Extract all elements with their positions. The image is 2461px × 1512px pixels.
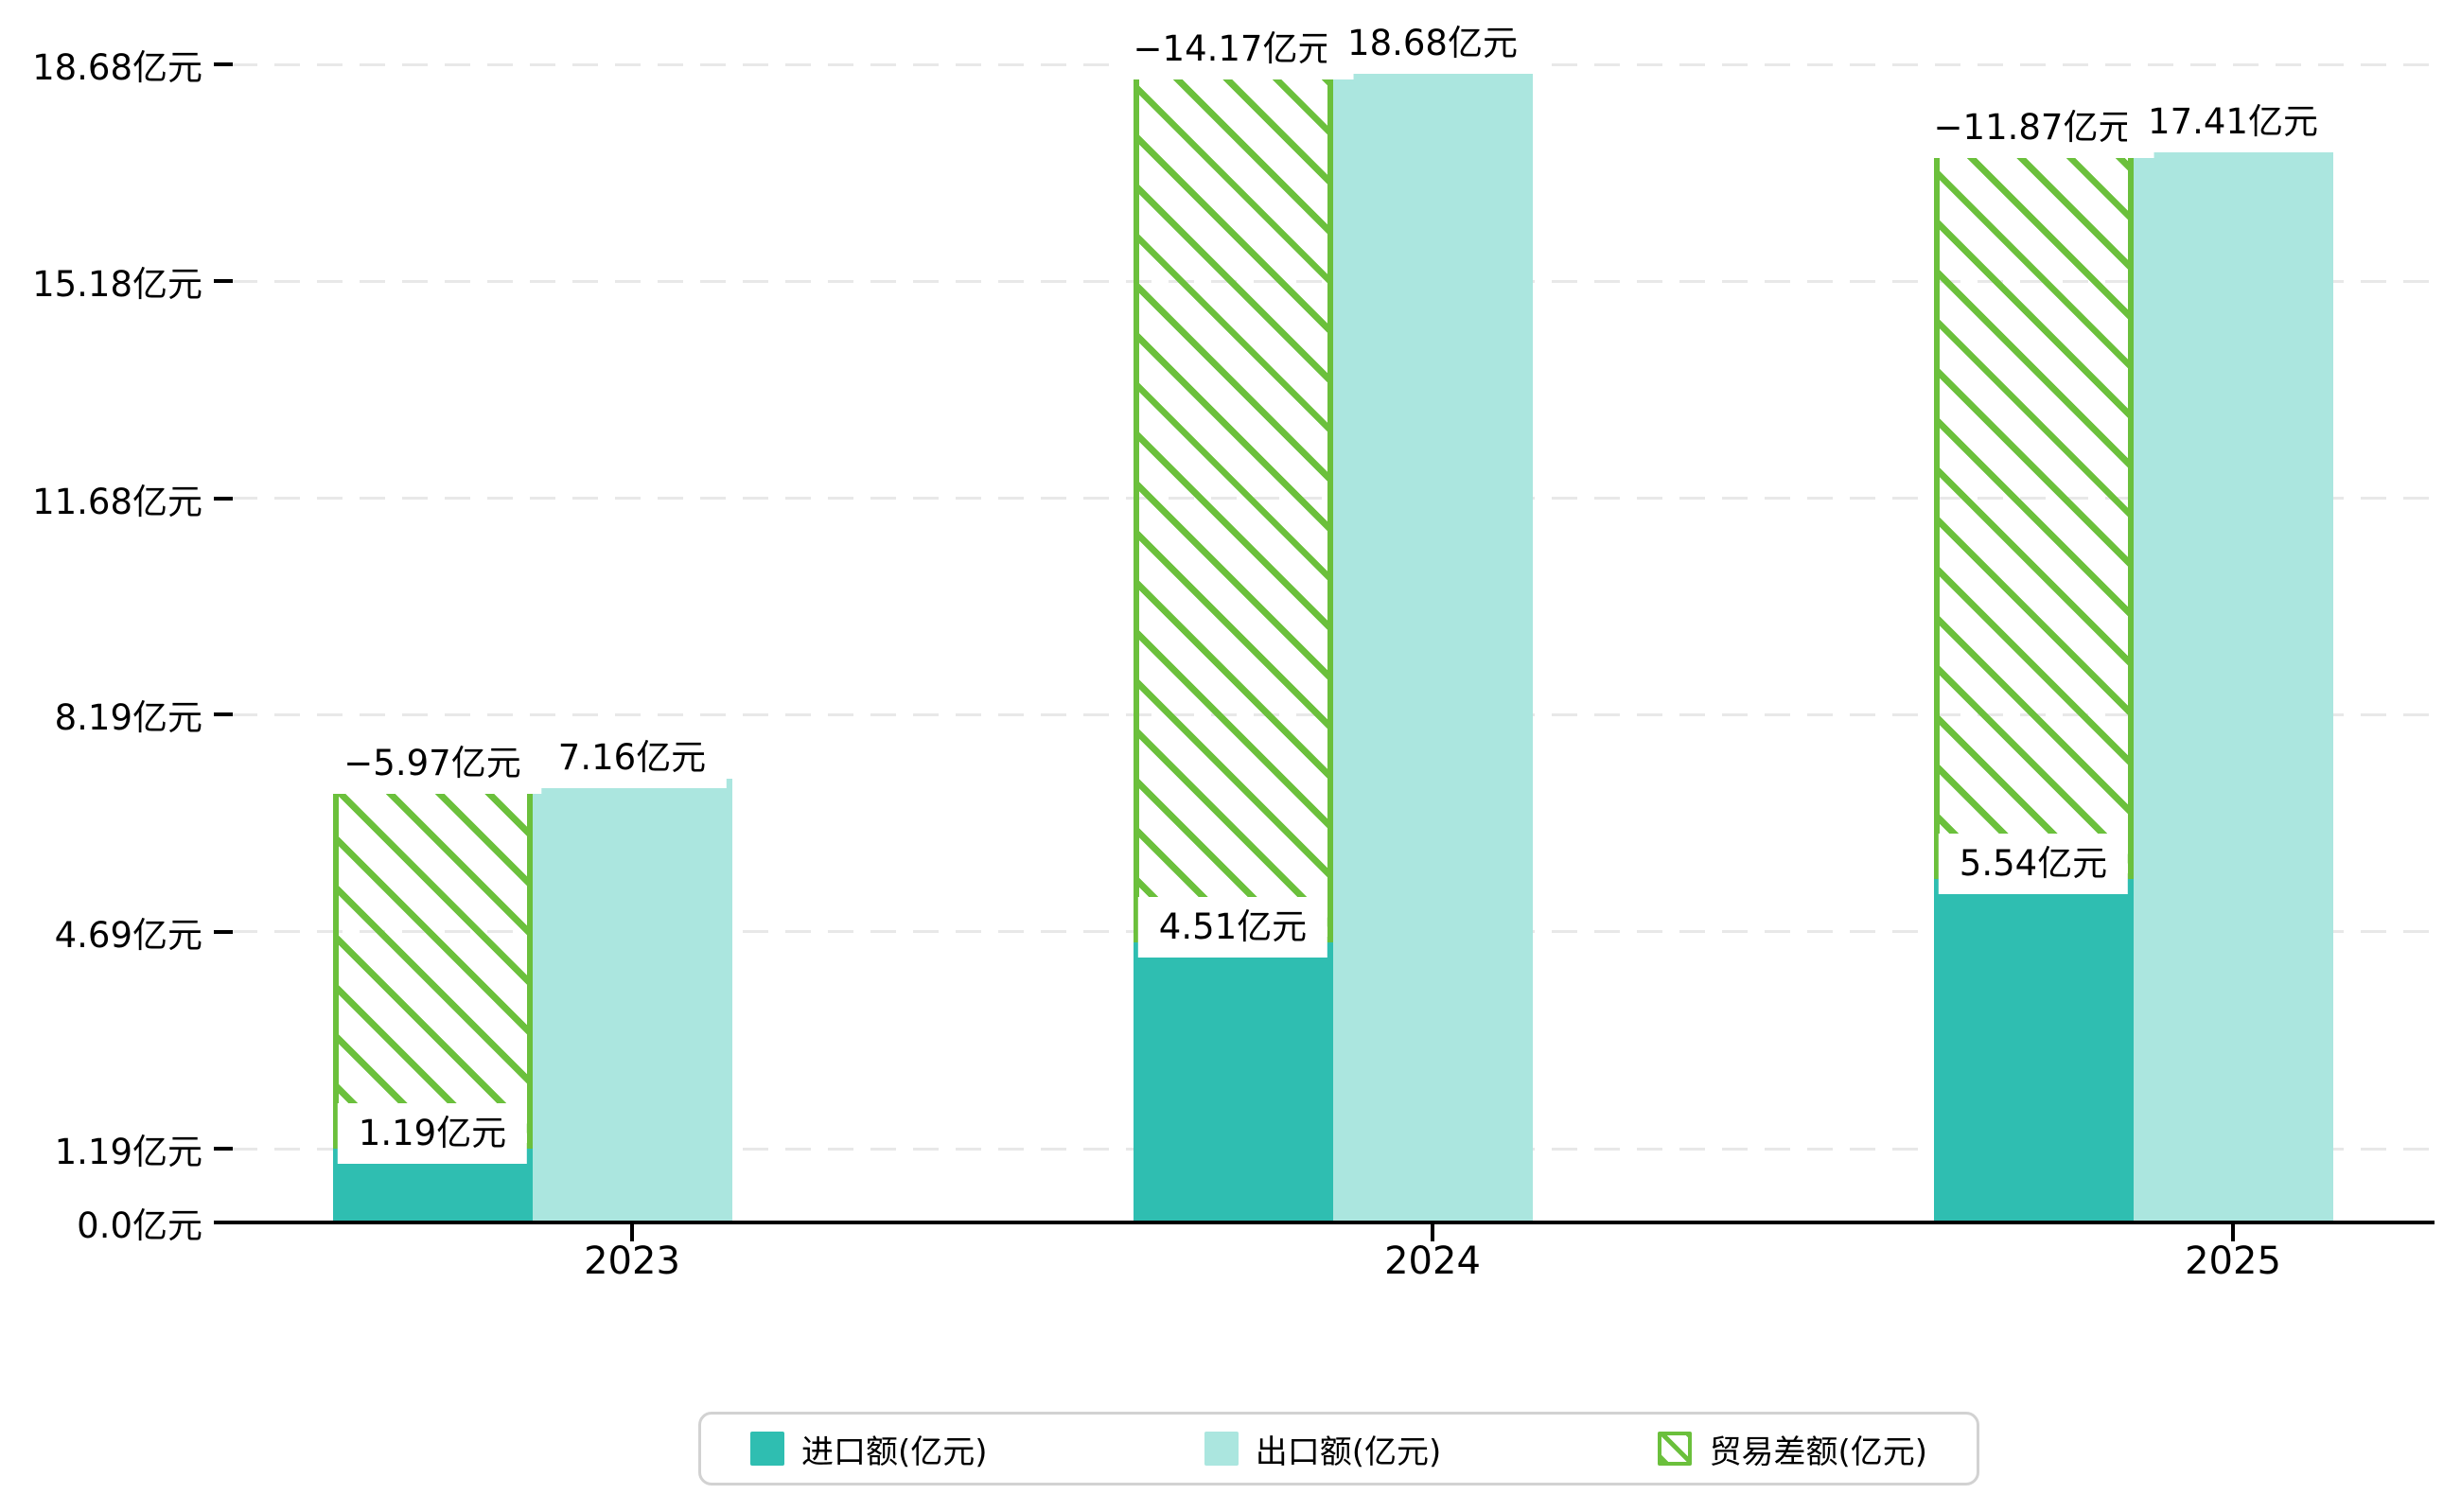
export-swatch-icon bbox=[1204, 1432, 1239, 1466]
export-value-label: 17.41亿元 bbox=[2127, 92, 2339, 153]
legend-label: 进口额(亿元) bbox=[801, 1433, 988, 1471]
import-bar bbox=[1133, 942, 1333, 1222]
trade-balance-bar bbox=[1933, 143, 2134, 879]
legend-item-import: 进口额(亿元) bbox=[750, 1426, 988, 1472]
legend-label: 贸易差额(亿元) bbox=[1709, 1433, 1927, 1471]
x-tick-label: 2024 bbox=[1384, 1239, 1481, 1283]
legend-label: 出口额(亿元) bbox=[1255, 1433, 1442, 1471]
y-tick-label: 0.0亿元 bbox=[77, 1205, 202, 1246]
y-tick-label: 18.68亿元 bbox=[32, 47, 202, 88]
balance-hatch-swatch-icon bbox=[1658, 1432, 1693, 1466]
legend: 进口额(亿元) 出口额(亿元) 贸易差额(亿元) bbox=[698, 1412, 1979, 1486]
x-tick-mark bbox=[1431, 1224, 1434, 1241]
y-tick-label: 1.19亿元 bbox=[54, 1132, 202, 1173]
import-value-label: 5.54亿元 bbox=[1938, 833, 2129, 894]
y-tick-mark bbox=[214, 496, 233, 501]
y-tick-mark bbox=[214, 1147, 233, 1152]
legend-item-export: 出口额(亿元) bbox=[1204, 1426, 1442, 1472]
trade-balance-bar bbox=[1133, 64, 1333, 943]
export-value-label: 18.68亿元 bbox=[1327, 13, 1538, 74]
import-bar bbox=[1933, 878, 2134, 1222]
x-tick-mark bbox=[2231, 1224, 2235, 1241]
export-bar bbox=[2133, 143, 2333, 1222]
export-value-label: 7.16亿元 bbox=[536, 727, 728, 788]
trade-balance-bar bbox=[332, 778, 533, 1149]
y-tick-mark bbox=[214, 929, 233, 934]
import-value-label: 1.19亿元 bbox=[337, 1103, 528, 1165]
y-tick-mark bbox=[214, 62, 233, 66]
balance-value-label: −11.87亿元 bbox=[1912, 97, 2154, 159]
y-tick-label: 4.69亿元 bbox=[54, 914, 202, 956]
balance-value-label: −14.17亿元 bbox=[1112, 19, 1354, 79]
y-tick-mark bbox=[214, 1221, 233, 1224]
export-bar bbox=[532, 778, 732, 1222]
import-swatch-icon bbox=[750, 1432, 784, 1466]
y-tick-mark bbox=[214, 712, 233, 717]
import-value-label: 4.51亿元 bbox=[1137, 897, 1328, 958]
x-tick-mark bbox=[630, 1224, 634, 1241]
y-tick-label: 8.19亿元 bbox=[54, 697, 202, 739]
y-tick-mark bbox=[214, 279, 233, 284]
x-tick-label: 2023 bbox=[584, 1239, 680, 1283]
x-axis-line bbox=[220, 1221, 2435, 1224]
balance-value-label: −5.97亿元 bbox=[323, 732, 542, 794]
y-tick-label: 15.18亿元 bbox=[32, 264, 202, 306]
x-tick-label: 2025 bbox=[2185, 1239, 2281, 1283]
export-bar bbox=[1332, 64, 1533, 1222]
legend-item-balance: 贸易差额(亿元) bbox=[1658, 1426, 1927, 1472]
y-tick-label: 11.68亿元 bbox=[32, 481, 202, 522]
